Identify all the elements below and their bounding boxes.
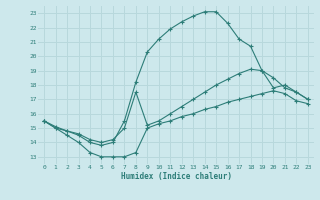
X-axis label: Humidex (Indice chaleur): Humidex (Indice chaleur) <box>121 172 231 181</box>
